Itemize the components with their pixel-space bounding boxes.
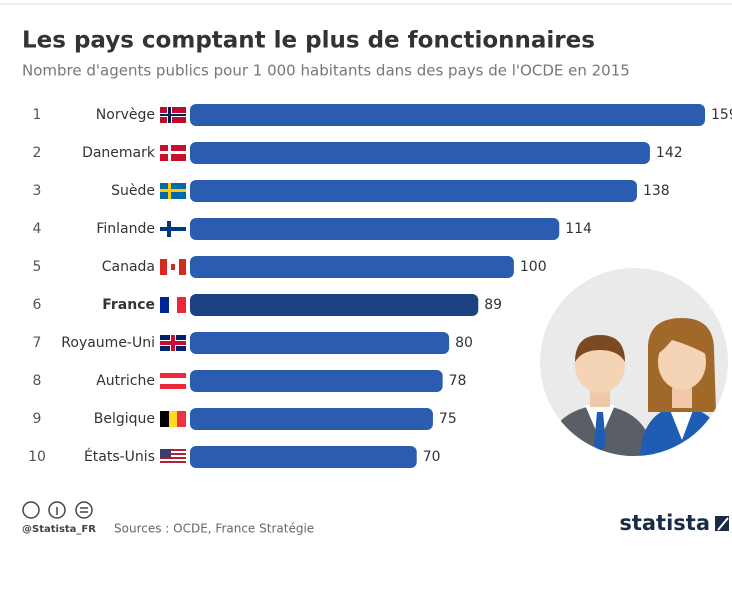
category-label: Norvège [96, 107, 155, 123]
rank: 5 [33, 259, 42, 275]
category-label: Belgique [94, 411, 155, 427]
value-label: 75 [439, 411, 457, 427]
rank: 3 [33, 183, 42, 199]
category-label: Autriche [96, 373, 155, 389]
bar [190, 218, 560, 240]
value-label: 142 [656, 145, 683, 161]
source: Sources : OCDE, France Stratégie [114, 522, 314, 536]
flag [160, 297, 169, 313]
illustration [540, 268, 728, 456]
brand-icon [713, 514, 731, 533]
flag [160, 459, 186, 461]
rank: 10 [28, 449, 46, 465]
rank: 8 [33, 373, 42, 389]
value-label: 100 [520, 259, 547, 275]
category-label: Royaume-Uni [61, 335, 155, 351]
value-label: 159 [711, 107, 732, 123]
bar [190, 332, 450, 354]
flag [160, 449, 171, 458]
flag [160, 227, 186, 231]
chart-subtitle: Nombre d'agents publics pour 1 000 habit… [22, 62, 630, 80]
bar [190, 408, 433, 430]
category-label: Finlande [96, 221, 155, 237]
flag [160, 451, 186, 453]
flag [169, 411, 177, 427]
flag [160, 341, 186, 345]
rank: 4 [33, 221, 42, 237]
bar [190, 104, 705, 126]
flag [160, 411, 169, 427]
flag [160, 378, 186, 384]
rank: 2 [33, 145, 42, 161]
brand-logo: statista [619, 511, 710, 535]
category-label: Suède [111, 183, 155, 199]
category-label: France [102, 297, 155, 313]
bar [190, 446, 417, 468]
credit: @Statista_FR [22, 524, 96, 535]
cc-icons [22, 501, 93, 519]
flag [160, 259, 167, 275]
rank: 9 [33, 411, 42, 427]
flag [171, 264, 175, 270]
value-label: 70 [423, 449, 441, 465]
flag [177, 297, 186, 313]
category-label: Danemark [82, 145, 156, 161]
value-label: 138 [643, 183, 670, 199]
flag [179, 259, 186, 275]
category-label: Canada [102, 259, 155, 275]
flag [160, 455, 186, 457]
bar [190, 256, 514, 278]
value-label: 114 [565, 221, 592, 237]
value-label: 80 [455, 335, 473, 351]
flag [177, 411, 186, 427]
flag [160, 151, 186, 154]
flag [160, 463, 186, 465]
flag [160, 114, 186, 116]
bar [190, 180, 637, 202]
chart-title: Les pays comptant le plus de fonctionnai… [22, 28, 595, 54]
flag [160, 189, 186, 192]
bar [190, 370, 443, 392]
bar [190, 294, 479, 316]
value-label: 89 [484, 297, 502, 313]
rank: 1 [33, 107, 42, 123]
category-label: États-Unis [84, 448, 155, 465]
value-label: 78 [449, 373, 467, 389]
bar [190, 142, 650, 164]
rank: 7 [33, 335, 42, 351]
rank: 6 [33, 297, 42, 313]
